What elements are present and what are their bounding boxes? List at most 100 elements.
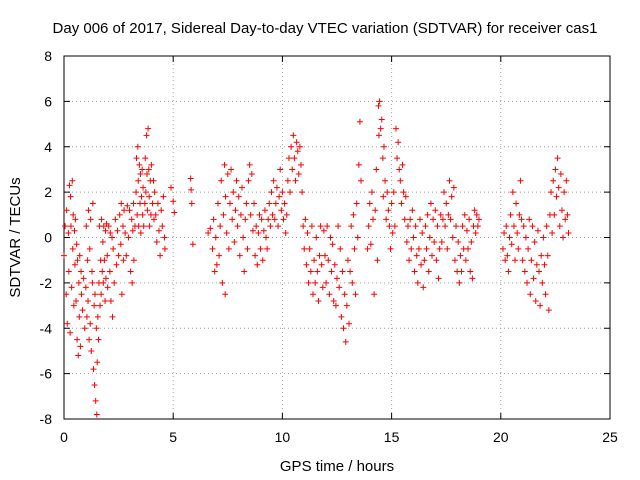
- data-point: [168, 184, 175, 191]
- data-point: [458, 268, 465, 275]
- data-point: [228, 166, 235, 173]
- data-point: [67, 329, 74, 336]
- data-point: [368, 189, 375, 196]
- data-point: [507, 211, 514, 218]
- y-axis-title: SDTVAR / TECUs: [7, 177, 24, 297]
- data-point: [434, 223, 441, 230]
- data-point: [153, 239, 160, 246]
- data-point: [213, 261, 220, 268]
- data-point: [386, 223, 393, 230]
- data-point: [383, 216, 390, 223]
- data-point: [511, 257, 518, 264]
- data-point: [133, 189, 140, 196]
- data-point: [128, 216, 135, 223]
- data-point: [527, 291, 534, 298]
- data-point: [525, 245, 532, 252]
- data-point: [126, 207, 133, 214]
- data-point: [117, 241, 124, 248]
- data-point: [104, 284, 111, 291]
- data-point: [505, 268, 512, 275]
- x-tick-label: 10: [275, 429, 291, 445]
- y-tick-label: 4: [44, 139, 52, 155]
- data-point: [110, 245, 117, 252]
- data-point: [429, 252, 436, 259]
- data-point: [253, 223, 260, 230]
- data-point: [553, 193, 560, 200]
- data-point: [422, 223, 429, 230]
- data-point: [410, 234, 417, 241]
- data-point: [275, 223, 282, 230]
- data-point: [259, 257, 266, 264]
- data-point: [297, 161, 304, 168]
- data-point: [81, 325, 88, 332]
- data-point: [302, 216, 309, 223]
- data-point: [551, 211, 558, 218]
- y-tick-label: -6: [40, 366, 53, 382]
- data-point: [214, 200, 221, 207]
- data-point: [139, 211, 146, 218]
- data-point: [64, 320, 71, 327]
- y-tick-label: -4: [40, 320, 53, 336]
- data-point: [238, 184, 245, 191]
- data-point: [280, 216, 287, 223]
- data-point: [331, 261, 338, 268]
- data-point: [143, 170, 150, 177]
- data-point: [328, 268, 335, 275]
- data-point: [230, 189, 237, 196]
- data-point: [524, 279, 531, 286]
- data-point: [420, 284, 427, 291]
- data-point: [74, 257, 81, 264]
- data-point: [231, 239, 238, 246]
- data-point: [152, 211, 159, 218]
- data-point: [317, 223, 324, 230]
- data-point: [352, 291, 359, 298]
- data-point: [151, 189, 158, 196]
- data-point: [112, 216, 119, 223]
- data-point: [356, 118, 363, 125]
- data-point: [256, 211, 263, 218]
- data-point: [269, 211, 276, 218]
- data-point: [408, 245, 415, 252]
- data-point: [93, 325, 100, 332]
- data-point: [301, 245, 308, 252]
- data-point: [308, 223, 315, 230]
- data-point: [562, 216, 569, 223]
- data-point: [415, 245, 422, 252]
- data-point: [540, 234, 547, 241]
- data-point: [265, 216, 272, 223]
- data-point: [85, 207, 92, 214]
- data-point: [466, 216, 473, 223]
- data-point: [316, 252, 323, 259]
- data-point: [341, 291, 348, 298]
- data-point: [391, 223, 398, 230]
- data-point: [503, 223, 510, 230]
- data-point: [444, 245, 451, 252]
- data-point: [129, 227, 136, 234]
- data-point: [442, 223, 449, 230]
- data-point: [380, 143, 387, 150]
- data-point: [243, 200, 250, 207]
- data-point: [264, 245, 271, 252]
- data-point: [254, 261, 261, 268]
- data-point: [248, 170, 255, 177]
- data-point: [424, 211, 431, 218]
- data-point: [229, 216, 236, 223]
- data-point: [70, 211, 77, 218]
- data-point: [543, 223, 550, 230]
- data-point: [74, 336, 81, 343]
- y-tick-label: 8: [44, 48, 52, 64]
- data-point: [468, 239, 475, 246]
- data-point: [354, 234, 361, 241]
- data-point: [306, 245, 313, 252]
- data-point: [423, 245, 430, 252]
- data-point: [467, 268, 474, 275]
- data-point: [365, 223, 372, 230]
- data-point: [284, 177, 291, 184]
- data-point: [75, 352, 82, 359]
- data-point: [439, 216, 446, 223]
- data-point: [97, 302, 104, 309]
- data-point: [563, 177, 570, 184]
- data-point: [436, 245, 443, 252]
- data-point: [380, 193, 387, 200]
- data-point: [242, 216, 249, 223]
